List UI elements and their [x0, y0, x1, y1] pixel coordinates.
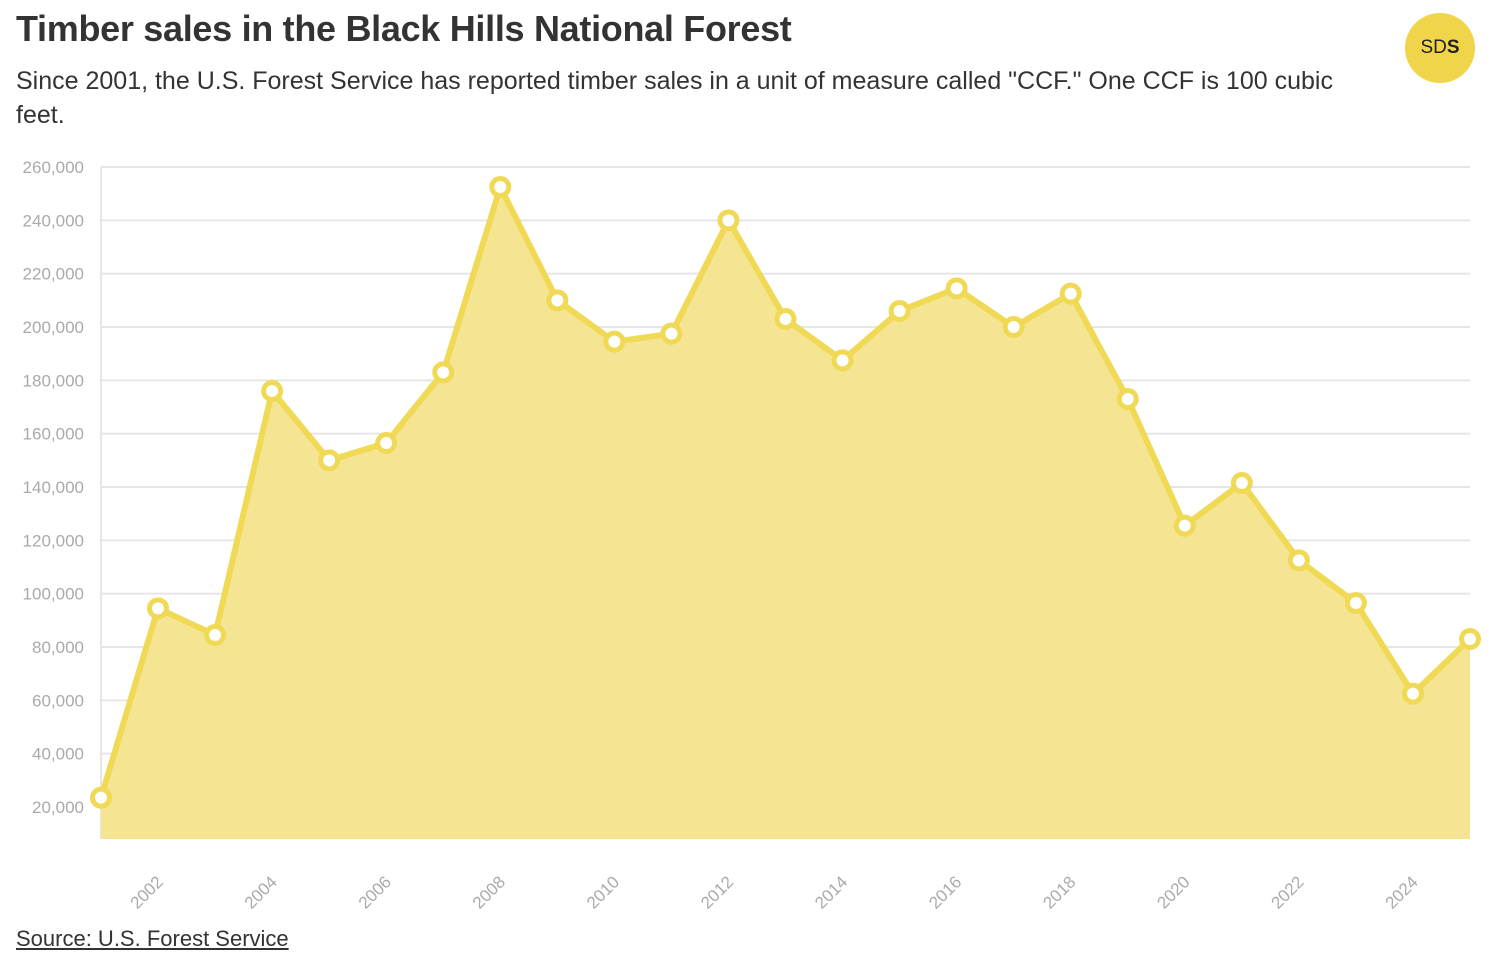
- data-point: [660, 322, 683, 345]
- y-axis-ticks: 20,000 40,000 60,000 80,000 100,000 120,000 14…: [23, 158, 84, 817]
- data-point: [603, 330, 626, 353]
- data-point: [717, 209, 740, 232]
- x-tick-label: 2020: [1153, 872, 1193, 910]
- x-tick-label: 2002: [127, 872, 167, 910]
- data-point: [774, 308, 797, 330]
- logo-text-bold: S: [1446, 37, 1460, 58]
- x-tick-label: 2022: [1268, 872, 1308, 910]
- data-point: [546, 289, 569, 312]
- data-point: [1230, 472, 1253, 494]
- y-tick-label: 240,000: [23, 211, 84, 230]
- x-tick-label: 2024: [1382, 872, 1422, 910]
- source-link[interactable]: Source: U.S. Forest Service: [16, 926, 289, 951]
- y-tick-label: 120,000: [23, 531, 84, 550]
- x-tick-label: 2016: [925, 872, 965, 910]
- x-axis-ticks: 2002 2004 2006 2008 2010 2012 2014 2016 2018 2020…: [127, 872, 1422, 910]
- chart-title: Timber sales in the Black Hills National…: [16, 8, 792, 49]
- area-layer: [98, 184, 1473, 839]
- y-tick-label: 200,000: [23, 318, 84, 337]
- y-tick-label: 40,000: [32, 745, 84, 764]
- x-tick-label: 2008: [469, 872, 509, 910]
- logo-text-light: SD: [1420, 37, 1447, 58]
- data-point: [831, 349, 854, 372]
- x-tick-label: 2014: [811, 872, 851, 910]
- y-tick-label: 260,000: [23, 158, 84, 177]
- y-tick-label: 80,000: [32, 638, 84, 657]
- data-point: [1059, 282, 1082, 305]
- data-point: [489, 176, 512, 198]
- data-point: [1401, 682, 1424, 705]
- y-tick-label: 140,000: [23, 478, 84, 497]
- data-point: [1459, 628, 1481, 650]
- data-point: [204, 624, 227, 646]
- data-point: [318, 449, 341, 472]
- data-point: [1002, 316, 1025, 338]
- y-tick-label: 160,000: [23, 425, 84, 444]
- area-fill: [101, 187, 1470, 839]
- data-point: [1116, 388, 1139, 410]
- data-point: [90, 786, 112, 809]
- x-tick-label: 2010: [583, 872, 623, 910]
- y-tick-label: 20,000: [32, 798, 84, 817]
- x-tick-label: 2006: [355, 872, 395, 910]
- chart-subtitle: Since 2001, the U.S. Forest Service has …: [16, 67, 1333, 129]
- y-tick-label: 220,000: [23, 265, 84, 284]
- data-point: [147, 597, 170, 620]
- data-point: [432, 361, 455, 384]
- x-tick-label: 2012: [697, 872, 737, 910]
- y-tick-label: 180,000: [23, 371, 84, 390]
- data-point: [375, 432, 398, 454]
- y-tick-label: 100,000: [23, 585, 84, 604]
- data-points: [90, 176, 1481, 809]
- data-point: [1344, 592, 1367, 614]
- y-tick-label: 60,000: [32, 691, 84, 710]
- data-point: [261, 380, 284, 402]
- data-point: [888, 300, 911, 322]
- timber-sales-area-chart: 20,000 40,000 60,000 80,000 100,000 120,000 14…: [23, 158, 1481, 910]
- x-tick-label: 2004: [241, 872, 281, 910]
- x-tick-label: 2018: [1039, 872, 1079, 910]
- data-point: [1173, 514, 1196, 537]
- data-point: [1287, 549, 1310, 572]
- sds-logo[interactable]: SD S: [1405, 13, 1475, 83]
- data-point: [945, 277, 968, 300]
